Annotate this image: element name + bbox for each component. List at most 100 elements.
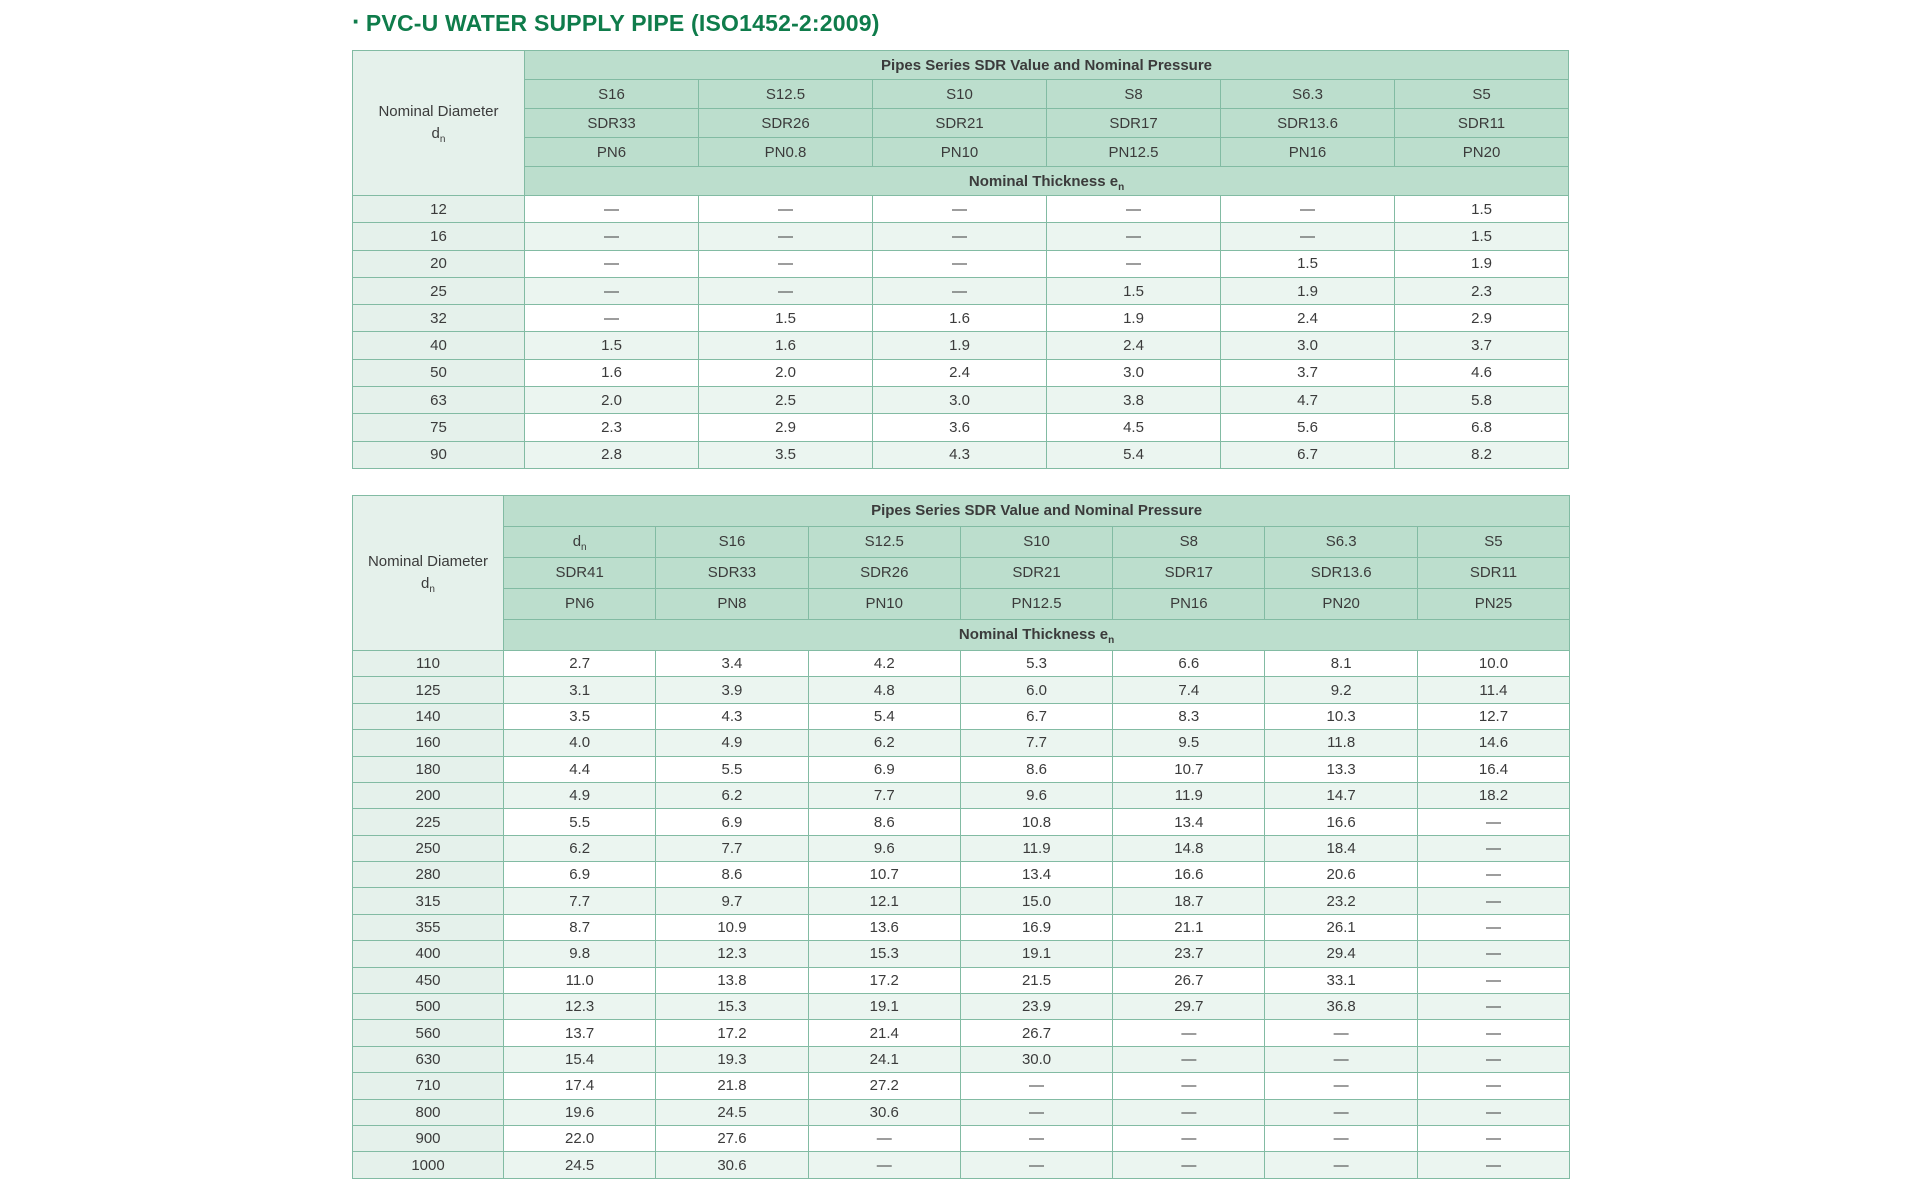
thickness-value-cell: — — [807, 1124, 961, 1153]
table-row: 560 13.7 17.2 21.4 26.7— — — — [352, 1019, 1571, 1047]
thickness-value-cell: 3.7 — [1220, 358, 1395, 388]
thickness-value-cell: 10.9 — [655, 913, 809, 942]
thickness-value-cell: 1.5 — [1393, 194, 1570, 224]
thickness-value-cell: — — [872, 276, 1047, 306]
thickness-value-cell: 7.7 — [502, 887, 657, 915]
thickness-header-cell: Nominal Thickness en — [523, 166, 1570, 196]
sdr-header-cell: SDR11 — [1393, 108, 1570, 138]
thickness-value-cell: 5.5 — [655, 755, 809, 783]
sdr-header-cell: SDR21 — [959, 556, 1114, 589]
thickness-value-cell: 2.9 — [698, 413, 873, 442]
thickness-value-cell: 9.8 — [502, 940, 657, 968]
thickness-value-cell: — — [524, 249, 699, 278]
table-row: 1000 24.5 30.6— — — — — — [352, 1151, 1571, 1179]
thickness-value-cell: 5.5 — [502, 808, 657, 836]
sdr-header-cell: SDR33 — [655, 556, 809, 589]
thickness-value-cell: 5.3 — [959, 649, 1114, 678]
sdr-header-cell: SDR26 — [807, 556, 961, 589]
thickness-value-cell: 18.4 — [1264, 834, 1418, 863]
thickness-value-cell: 14.7 — [1264, 781, 1418, 810]
series-header-cell: dn — [502, 525, 657, 558]
thickness-value-cell: 7.7 — [959, 729, 1114, 757]
thickness-value-cell: 19.1 — [807, 993, 961, 1021]
span-header-cell: Pipes Series SDR Value and Nominal Press… — [523, 50, 1570, 80]
thickness-value-cell: 6.7 — [959, 702, 1114, 731]
thickness-value-cell: 16.9 — [959, 913, 1114, 942]
thickness-value-cell: 17.2 — [655, 1019, 809, 1047]
thickness-value-cell: — — [1416, 808, 1571, 836]
thickness-value-cell: 7.7 — [807, 781, 961, 810]
table-row: 160 4.0 4.9 6.2 7.7 9.5 11.8 14.6 — [352, 729, 1571, 757]
table-row: 180 4.4 5.5 6.9 8.6 10.7 13.3 16.4 — [352, 755, 1571, 783]
thickness-value-cell: 6.2 — [807, 729, 961, 757]
table-row: 110 2.7 3.4 4.2 5.3 6.6 8.1 10.0 — [352, 649, 1571, 678]
thickness-value-cell: 4.2 — [807, 649, 961, 678]
thickness-value-cell: 4.5 — [1046, 413, 1221, 442]
pn-header-row: PN6 PN8 PN10 PN12.5 PN16 PN20 PN25 — [353, 587, 1571, 620]
thickness-value-cell: 21.5 — [959, 966, 1114, 995]
thickness-value-cell: 33.1 — [1264, 966, 1418, 995]
series-header-cell: S6.3 — [1264, 525, 1418, 558]
thickness-value-cell: 2.3 — [1393, 276, 1570, 306]
thickness-value-cell: 24.5 — [655, 1098, 809, 1127]
page-title: · PVC-U WATER SUPPLY PIPE (ISO1452-2:200… — [352, 6, 1572, 40]
sdr-header-cell: SDR41 — [502, 556, 657, 589]
thickness-value-cell: 19.1 — [959, 940, 1114, 968]
diameter-cell: 12 — [352, 194, 525, 224]
diameter-cell: 1000 — [352, 1151, 504, 1179]
subscript: n — [439, 134, 446, 145]
thickness-value-cell: 17.4 — [502, 1072, 657, 1100]
table-row: 250 6.2 7.7 9.6 11.9 14.8 18.4— — [352, 834, 1571, 863]
diameter-cell: 20 — [352, 249, 525, 278]
thickness-value-cell: 5.4 — [1046, 440, 1221, 469]
thickness-value-cell: 1.5 — [1393, 222, 1570, 251]
diameter-cell: 400 — [352, 940, 504, 968]
thickness-value-cell: — — [807, 1151, 961, 1179]
thickness-value-cell: 18.2 — [1416, 781, 1571, 810]
thickness-value-cell: 1.6 — [524, 358, 699, 388]
diameter-cell: 355 — [352, 913, 504, 942]
thickness-value-cell: 12.3 — [655, 940, 809, 968]
thickness-value-cell: 1.6 — [698, 331, 873, 360]
thickness-value-cell: 14.6 — [1416, 729, 1571, 757]
thickness-value-cell: 3.0 — [872, 386, 1047, 415]
thickness-value-cell: 29.7 — [1112, 993, 1266, 1021]
subscript: n — [1118, 181, 1125, 193]
thickness-value-cell: 13.4 — [959, 861, 1114, 889]
thickness-value-cell: 15.3 — [807, 940, 961, 968]
thickness-value-cell: 12.7 — [1416, 702, 1571, 731]
series-header-cell: S10 — [959, 525, 1114, 558]
span-header-cell: Pipes Series SDR Value and Nominal Press… — [502, 494, 1571, 527]
series-header-cell: S12.5 — [698, 79, 873, 109]
diameter-cell: 180 — [352, 755, 504, 783]
pipe-table-small-diameters-host: Nominal Diameter dn Pipes Series SDR Value… — [352, 50, 1570, 469]
thickness-value-cell: 6.2 — [502, 834, 657, 863]
thickness-value-cell: 1.5 — [1220, 249, 1395, 278]
thickness-value-cell: 4.3 — [655, 702, 809, 731]
diameter-cell: 75 — [352, 413, 525, 442]
diameter-cell: 160 — [352, 729, 504, 757]
diameter-cell: 16 — [352, 222, 525, 251]
thickness-value-cell: — — [1264, 1151, 1418, 1179]
thickness-value-cell: — — [1220, 194, 1395, 224]
table-row: 16— — — — —1.5 — [352, 222, 1570, 251]
thickness-value-cell: 4.6 — [1393, 358, 1570, 388]
thickness-value-cell: — — [524, 222, 699, 251]
thickness-value-cell: — — [1416, 1072, 1571, 1100]
thickness-value-cell: 3.9 — [655, 676, 809, 704]
thickness-value-cell: 20.6 — [1264, 861, 1418, 889]
corner-line1: Nominal Diameter — [367, 553, 489, 571]
thickness-value-cell: — — [1416, 1019, 1571, 1047]
thickness-value-cell: — — [1046, 222, 1221, 251]
thickness-value-cell: 4.9 — [502, 781, 657, 810]
thickness-value-cell: 6.8 — [1393, 413, 1570, 442]
thickness-value-cell: — — [959, 1124, 1114, 1153]
series-header-cell: S10 — [872, 79, 1047, 109]
table-row: 20— — — —1.5 1.9 — [352, 249, 1570, 278]
thickness-value-cell: 9.6 — [807, 834, 961, 863]
corner-line2: dn — [431, 125, 446, 145]
corner-cell-nominal-diameter: Nominal Diameter dn — [352, 50, 525, 196]
thickness-value-cell: 2.0 — [524, 386, 699, 415]
diameter-cell: 32 — [352, 304, 525, 333]
thickness-value-cell: 23.9 — [959, 993, 1114, 1021]
